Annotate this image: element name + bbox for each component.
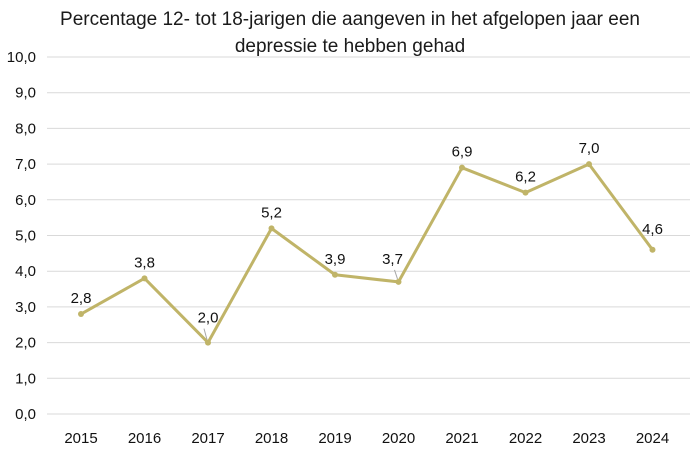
x-tick-label: 2024	[636, 430, 669, 447]
x-tick-label: 2017	[191, 430, 224, 447]
data-label: 5,2	[261, 204, 282, 221]
data-label: 6,9	[452, 144, 473, 161]
data-label: 7,0	[579, 140, 600, 157]
data-point	[586, 161, 592, 168]
y-tick-label: 6,0	[15, 192, 36, 209]
x-tick-label: 2016	[128, 430, 161, 447]
x-tick-label: 2023	[572, 430, 605, 447]
y-tick-label: 0,0	[15, 406, 36, 423]
data-label-leader	[394, 269, 398, 280]
data-label: 4,6	[642, 221, 663, 238]
data-point	[141, 275, 148, 282]
data-point	[78, 311, 84, 318]
y-tick-label: 9,0	[15, 85, 36, 102]
data-label: 2,0	[198, 310, 219, 327]
data-point	[395, 278, 402, 285]
x-tick-label: 2021	[445, 430, 478, 447]
x-tick-label: 2015	[64, 430, 97, 447]
data-point	[332, 271, 338, 278]
chart-title-line-2: depressie te hebben gehad	[234, 36, 466, 57]
data-point	[522, 189, 529, 196]
chart-title-line-1: Percentage 12- tot 18-jarigen die aangev…	[60, 9, 640, 30]
y-tick-label: 3,0	[15, 299, 36, 316]
y-tick-label: 4,0	[15, 263, 36, 280]
y-tick-label: 7,0	[15, 156, 36, 173]
data-label: 3,9	[325, 251, 346, 268]
chart-title: Percentage 12- tot 18-jarigen die aangev…	[0, 6, 700, 60]
x-tick-label: 2020	[382, 430, 415, 447]
y-tick-label: 8,0	[15, 120, 36, 137]
x-tick-label: 2022	[509, 430, 542, 447]
data-point	[268, 225, 275, 232]
x-tick-label: 2018	[255, 430, 288, 447]
y-tick-label: 5,0	[15, 228, 36, 245]
data-point	[205, 339, 211, 346]
data-point	[459, 164, 465, 171]
data-label-leader	[203, 328, 208, 340]
y-tick-label: 2,0	[15, 335, 36, 352]
x-tick-label: 2019	[318, 430, 351, 447]
data-label: 6,2	[515, 169, 536, 186]
data-label: 2,8	[71, 290, 92, 307]
series-line	[79, 162, 654, 345]
data-label: 3,8	[134, 254, 155, 271]
data-point	[649, 246, 656, 253]
y-tick-label: 10,0	[7, 49, 36, 66]
y-tick-label: 1,0	[15, 370, 36, 387]
data-label: 3,7	[382, 251, 403, 268]
